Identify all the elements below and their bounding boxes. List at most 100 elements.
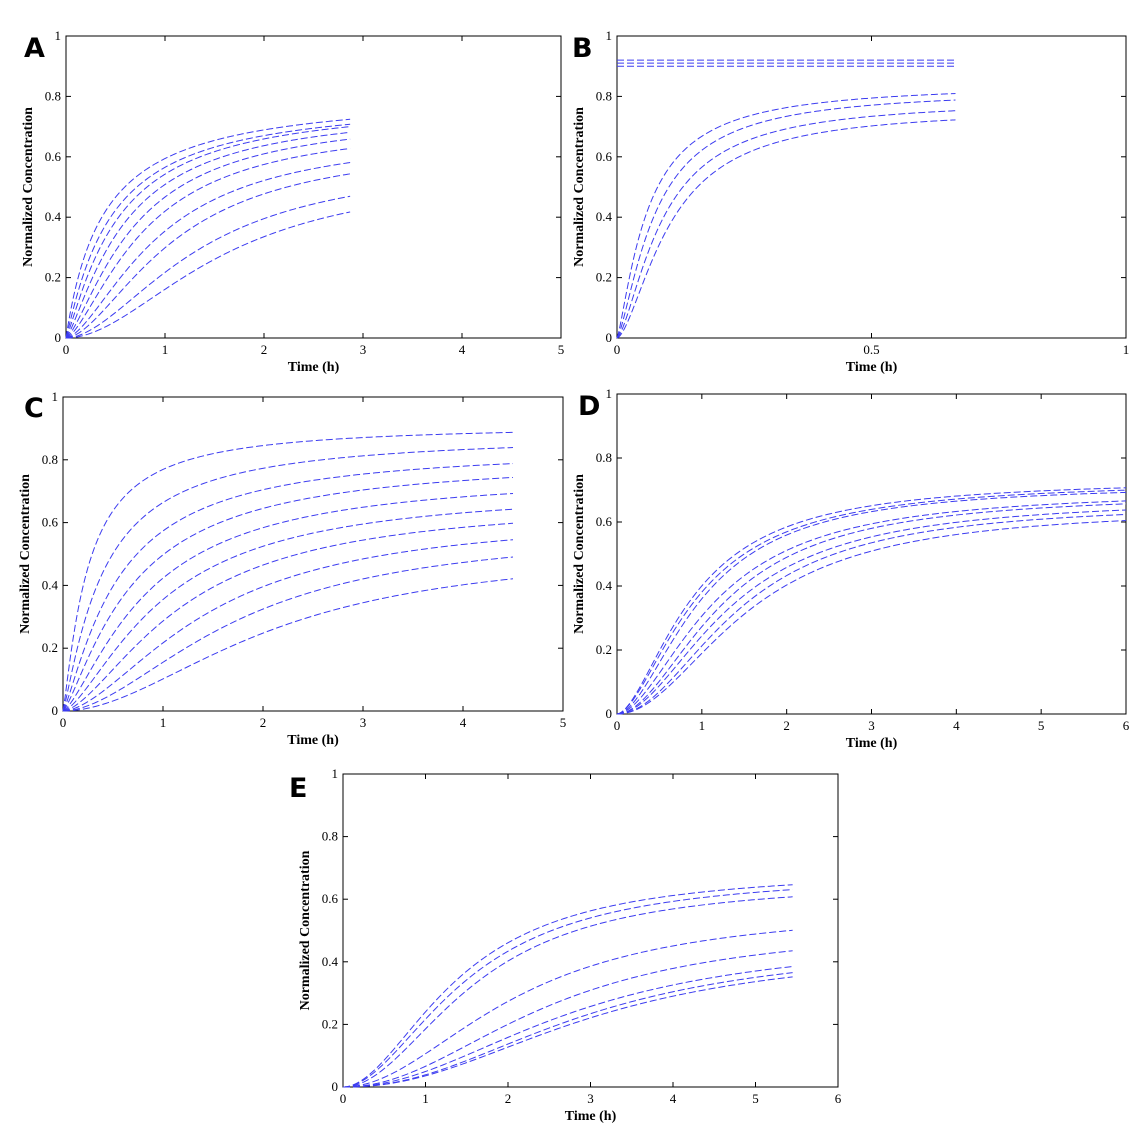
panel-b-y-tick-label: 0 — [606, 330, 613, 345]
panel-d-x-tick-label: 3 — [868, 718, 875, 733]
panel-e-y-tick-label: 0.6 — [322, 891, 339, 906]
panel-d-y-tick-label: 0.8 — [596, 450, 612, 465]
panel-b-y-tick-label: 1 — [606, 28, 613, 43]
panel-e-letter: E — [289, 773, 307, 804]
panel-c-x-tick-label: 0 — [60, 715, 67, 730]
panel-a-plot-frame — [65, 35, 562, 339]
panel-d-x-tick-label: 4 — [953, 718, 960, 733]
panel-a-x-tick-label: 4 — [459, 342, 466, 357]
panel-d-y-tick-label: 0.6 — [596, 514, 613, 529]
panel-e-x-tick-label: 5 — [752, 1091, 759, 1106]
panel-b-x-axis-label: Time (h) — [846, 360, 898, 375]
panel-d-y-axis-label: Normalized Concentration — [572, 474, 587, 634]
panel-b-series-line-5 — [616, 99, 956, 339]
panel-e-series-line-3 — [342, 896, 793, 1088]
panel-c-series-line-2 — [62, 447, 514, 712]
panel-d-series-line-5 — [616, 503, 1127, 715]
panel-d-series-line-6 — [616, 509, 1127, 715]
panel-a-series-line-9 — [65, 195, 351, 339]
panel-e-x-tick-label: 1 — [422, 1091, 429, 1106]
panel-e-series-line-6 — [342, 966, 793, 1088]
panel-c-series-line-7 — [62, 522, 514, 712]
panel-b-x-tick-label: 0.5 — [863, 342, 879, 357]
panel-d-y-tick-label: 1 — [606, 386, 613, 401]
panel-e-y-tick-label: 0.4 — [322, 954, 339, 969]
panel-e-plot-frame — [342, 773, 839, 1088]
panel-c-x-tick-label: 3 — [360, 715, 367, 730]
panel-a-x-tick-label: 2 — [261, 342, 268, 357]
panel-e-series-line-2 — [342, 889, 793, 1088]
panel-c-series-line-8 — [62, 539, 514, 712]
panel-e-x-tick-label: 0 — [340, 1091, 347, 1106]
panel-d: D 0 1 2 3 4 5 6 0 0.2 0.4 0.6 0.8 1 Time (h) Normalized… — [572, 386, 1130, 751]
panel-a-letter: A — [24, 33, 45, 64]
panel-c-series-line-4 — [62, 476, 514, 712]
panel-d-y-tick-label: 0 — [606, 706, 613, 721]
panel-e-x-tick-label: 6 — [835, 1091, 842, 1106]
panel-d-series-line-2 — [616, 489, 1127, 715]
panel-c-series-line-6 — [62, 508, 514, 712]
panel-e-series-line-7 — [343, 972, 793, 1088]
panel-e-x-tick-label: 4 — [670, 1091, 677, 1106]
panel-c-x-tick-label: 5 — [560, 715, 567, 730]
panel-a-y-tick-label: 0 — [55, 330, 62, 345]
panel-d-x-tick-label: 6 — [1123, 718, 1130, 733]
panel-c-y-axis-label: Normalized Concentration — [18, 474, 33, 634]
panel-a-y-tick-label: 0.2 — [45, 270, 61, 285]
panel-c-y-tick-label: 0.6 — [42, 515, 59, 530]
panel-c-y-tick-label: 0.8 — [42, 452, 58, 467]
panel-b-series-line-6 — [616, 110, 956, 339]
panel-e-y-tick-label: 0 — [332, 1079, 339, 1094]
panel-a-series-line-1 — [65, 118, 351, 339]
panel-d-x-tick-label: 5 — [1038, 718, 1045, 733]
panel-d-x-axis-label: Time (h) — [846, 736, 898, 751]
panel-a-x-axis-label: Time (h) — [288, 360, 340, 375]
panel-e-x-tick-label: 2 — [505, 1091, 512, 1106]
panel-e-y-axis-label: Normalized Concentration — [298, 850, 313, 1010]
panel-e-y-tick-label: 0.2 — [322, 1016, 338, 1031]
panel-e: E 0 1 2 3 4 5 6 0 0.2 0.4 0.6 0.8 1 Time (h) Normalized… — [289, 766, 842, 1124]
panel-e-series-line-5 — [342, 950, 793, 1088]
panel-e-x-tick-label: 3 — [587, 1091, 594, 1106]
panel-d-y-tick-label: 0.2 — [596, 642, 612, 657]
panel-c-series-line-1 — [62, 431, 514, 712]
panel-d-x-tick-label: 1 — [699, 718, 706, 733]
panel-c-letter: C — [24, 393, 44, 424]
panel-a-series-line-5 — [65, 138, 351, 339]
panel-b-series-line-4 — [616, 93, 956, 339]
panel-e-series-line-1 — [342, 884, 793, 1088]
panel-e-series-line-8 — [343, 976, 793, 1088]
panel-a-y-tick-label: 0.4 — [45, 209, 62, 224]
panel-a-series-line-4 — [65, 131, 351, 339]
panel-d-x-tick-label: 0 — [614, 718, 621, 733]
panel-c-y-tick-label: 0.2 — [42, 640, 58, 655]
panel-c-x-tick-label: 2 — [260, 715, 267, 730]
panel-b-x-tick-label: 1 — [1123, 342, 1130, 357]
panel-a: A 0 1 2 3 4 5 0 0.2 0.4 0.6 0.8 1 Time (h) Normalized … — [21, 28, 564, 375]
panel-e-y-tick-label: 0.8 — [322, 829, 338, 844]
panel-d-letter: D — [578, 391, 600, 422]
panel-e-y-tick-label: 1 — [332, 766, 339, 781]
panel-a-x-tick-label: 0 — [63, 342, 70, 357]
panel-c-series-line-9 — [62, 556, 514, 712]
panel-d-series-line-8 — [616, 520, 1127, 715]
panel-a-series-line-2 — [65, 123, 351, 339]
panel-b-y-tick-label: 0.2 — [596, 270, 612, 285]
panel-a-x-tick-label: 1 — [162, 342, 169, 357]
panel-b-y-axis-label: Normalized Concentration — [572, 107, 587, 267]
panel-c-series-line-5 — [62, 492, 514, 712]
panel-d-series-line-4 — [616, 500, 1127, 715]
panel-c-series-line-10 — [62, 578, 514, 712]
panel-b-letter: B — [572, 33, 593, 64]
panel-a-x-tick-label: 5 — [558, 342, 565, 357]
panel-b-series-line-7 — [616, 119, 956, 339]
panel-d-plot-frame — [616, 393, 1127, 715]
panel-c-y-tick-label: 0 — [52, 703, 59, 718]
panel-b-y-tick-label: 0.8 — [596, 88, 612, 103]
panel-b-plot-frame — [616, 35, 1127, 339]
panel-c-x-tick-label: 1 — [160, 715, 167, 730]
panel-a-series-line-10 — [65, 211, 351, 339]
panel-e-series-line-4 — [342, 929, 793, 1088]
panel-d-series-line-1 — [616, 487, 1127, 715]
panel-e-x-axis-label: Time (h) — [565, 1109, 617, 1124]
